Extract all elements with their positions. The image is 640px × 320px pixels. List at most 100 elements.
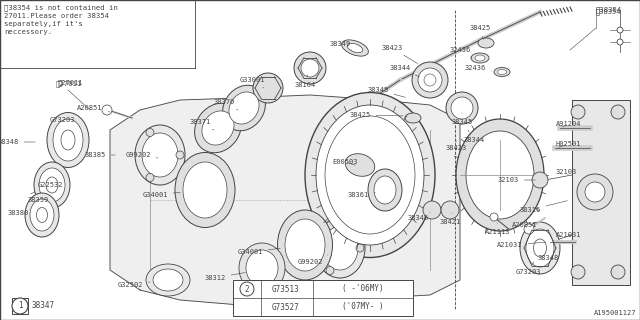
- Ellipse shape: [322, 226, 358, 270]
- Circle shape: [611, 265, 625, 279]
- Text: 38361: 38361: [348, 192, 375, 198]
- Text: 32436: 32436: [449, 47, 472, 58]
- Ellipse shape: [374, 176, 396, 204]
- Ellipse shape: [183, 162, 227, 218]
- Ellipse shape: [405, 113, 421, 123]
- Ellipse shape: [239, 243, 285, 293]
- Text: A21113: A21113: [485, 223, 511, 235]
- Ellipse shape: [36, 207, 47, 222]
- Text: ※38354: ※38354: [596, 9, 621, 15]
- Text: 38104: 38104: [294, 75, 316, 88]
- Text: 38423: 38423: [445, 140, 467, 151]
- Circle shape: [326, 267, 334, 275]
- Ellipse shape: [348, 43, 363, 53]
- Ellipse shape: [135, 125, 185, 185]
- Text: A20851: A20851: [512, 222, 538, 228]
- Text: 38348: 38348: [0, 139, 35, 145]
- Ellipse shape: [446, 92, 478, 124]
- Text: ('07MY- ): ('07MY- ): [342, 302, 384, 311]
- Text: G34001: G34001: [142, 192, 180, 198]
- Ellipse shape: [61, 130, 75, 150]
- Ellipse shape: [471, 53, 489, 63]
- Text: 38344: 38344: [463, 130, 484, 143]
- Text: 38423: 38423: [381, 45, 418, 64]
- Circle shape: [356, 244, 364, 252]
- Circle shape: [146, 129, 154, 137]
- Text: 38425: 38425: [469, 25, 491, 39]
- Text: G99202: G99202: [297, 255, 328, 265]
- Ellipse shape: [229, 92, 259, 124]
- Ellipse shape: [325, 116, 415, 234]
- Circle shape: [326, 221, 334, 229]
- Ellipse shape: [30, 199, 54, 231]
- Ellipse shape: [195, 103, 241, 153]
- Ellipse shape: [342, 40, 369, 56]
- Ellipse shape: [315, 218, 365, 278]
- Ellipse shape: [497, 69, 506, 75]
- Text: E00503: E00503: [332, 159, 358, 165]
- Ellipse shape: [345, 154, 375, 176]
- Ellipse shape: [534, 239, 547, 257]
- Text: H02501: H02501: [556, 141, 582, 147]
- Ellipse shape: [285, 219, 325, 271]
- Text: A21031: A21031: [556, 232, 582, 238]
- Ellipse shape: [47, 113, 89, 167]
- Text: ※27011: ※27011: [56, 80, 83, 87]
- Text: 38370: 38370: [213, 99, 238, 110]
- Ellipse shape: [278, 210, 333, 280]
- Bar: [233, 280, 413, 316]
- Bar: [12, 298, 28, 314]
- Circle shape: [524, 224, 534, 234]
- Text: G33001: G33001: [239, 77, 265, 88]
- Circle shape: [176, 151, 184, 159]
- Text: 38359: 38359: [28, 197, 49, 203]
- Ellipse shape: [412, 62, 448, 98]
- Text: 38345: 38345: [451, 113, 472, 125]
- Circle shape: [571, 265, 585, 279]
- Text: G22532: G22532: [31, 182, 63, 194]
- Circle shape: [102, 105, 112, 115]
- Text: A20851: A20851: [77, 105, 110, 112]
- Text: ※38354: ※38354: [596, 6, 622, 12]
- Ellipse shape: [305, 92, 435, 258]
- Ellipse shape: [142, 133, 178, 177]
- Circle shape: [585, 182, 605, 202]
- Circle shape: [617, 27, 623, 33]
- Text: 38346: 38346: [408, 212, 430, 221]
- Text: G32502: G32502: [117, 282, 150, 288]
- Ellipse shape: [418, 68, 442, 92]
- Text: 38385: 38385: [84, 152, 115, 158]
- Text: A195001127: A195001127: [593, 310, 636, 316]
- Ellipse shape: [223, 85, 266, 131]
- Text: 32436: 32436: [465, 65, 492, 71]
- Text: G34001: G34001: [237, 248, 280, 255]
- Ellipse shape: [520, 222, 560, 274]
- Ellipse shape: [451, 97, 473, 119]
- Text: 38345: 38345: [367, 87, 405, 97]
- Text: 38348: 38348: [538, 255, 559, 261]
- Text: ( -'06MY): ( -'06MY): [342, 284, 384, 293]
- Text: 38312: 38312: [204, 273, 245, 281]
- Ellipse shape: [146, 264, 190, 296]
- Ellipse shape: [25, 193, 59, 237]
- Polygon shape: [110, 95, 460, 305]
- Ellipse shape: [466, 131, 534, 219]
- Circle shape: [577, 174, 613, 210]
- Ellipse shape: [246, 250, 278, 286]
- Ellipse shape: [294, 52, 326, 84]
- Ellipse shape: [46, 177, 58, 193]
- Text: G99202: G99202: [125, 152, 158, 158]
- Text: G73203: G73203: [515, 262, 541, 275]
- Ellipse shape: [526, 229, 554, 267]
- Ellipse shape: [456, 119, 544, 231]
- Text: G73513: G73513: [272, 284, 300, 293]
- Ellipse shape: [423, 201, 441, 219]
- Circle shape: [240, 282, 254, 296]
- Text: G73203: G73203: [49, 117, 79, 127]
- Ellipse shape: [478, 38, 494, 48]
- Text: 38347: 38347: [32, 301, 55, 310]
- Circle shape: [12, 298, 28, 314]
- Text: A91204: A91204: [556, 121, 582, 127]
- Text: 38316: 38316: [520, 201, 567, 213]
- Ellipse shape: [39, 168, 65, 202]
